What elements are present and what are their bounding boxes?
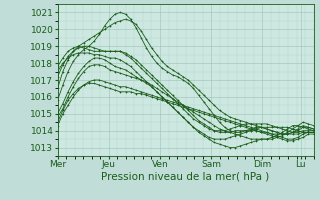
X-axis label: Pression niveau de la mer( hPa ): Pression niveau de la mer( hPa )	[101, 172, 270, 182]
